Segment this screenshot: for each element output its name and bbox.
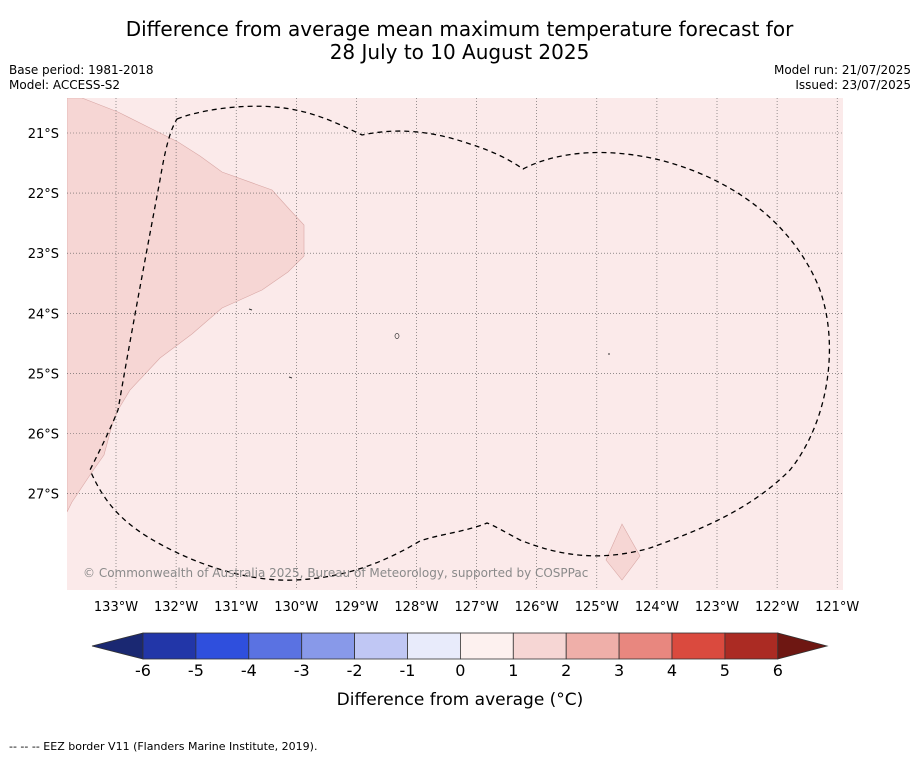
colorbar-segment [301,632,356,660]
colorbar-under-arrow [91,632,144,660]
colorbar-segment [407,632,461,660]
colorbar-segment [512,632,567,660]
longitude-label: 132°W [154,600,198,615]
colorbar-tick-label: -3 [294,661,310,680]
title-line-1: Difference from average mean maximum tem… [125,17,794,41]
longitude-label: 126°W [515,600,559,615]
copyright-notice: © Commonwealth of Australia 2025, Bureau… [83,566,588,580]
latitude-label: 27°S [28,488,59,503]
issued-date: Issued: 23/07/2025 [795,78,911,92]
colorbar [91,632,829,660]
eez-border [89,105,831,581]
island [248,308,253,311]
model-name: Model: ACCESS-S2 [9,78,121,92]
colorbar-segment [142,632,197,660]
title-line-2: 28 July to 10 August 2025 [329,40,590,64]
colorbar-tick-labels: -6 -5 -4 -3 -2 -1 0 1 2 3 4 5 6 [135,661,783,680]
longitude-label: 128°W [394,600,438,615]
latitude-label: 22°S [28,187,59,202]
longitude-label: 123°W [695,600,739,615]
map-content [67,98,843,590]
map-title: Difference from average mean maximum tem… [0,18,919,64]
colorbar-tick-label: 0 [455,661,465,680]
longitude-label: 131°W [214,600,258,615]
latitude-label: 21°S [28,127,59,142]
anomaly-patch-south [605,523,641,581]
base-period: Base period: 1981-2018 [9,63,154,77]
colorbar-tick-label: -6 [135,661,151,680]
colorbar-tick-label: -1 [400,661,416,680]
latitude-label: 25°S [28,367,59,382]
colorbar-segment [724,632,779,660]
colorbar-tick-label: 1 [508,661,518,680]
island [288,376,293,379]
colorbar-segment [565,632,620,660]
colorbar-segment [248,632,303,660]
colorbar-tick-label: 4 [667,661,677,680]
latitude-label: 24°S [28,307,59,322]
longitude-labels: 133°W 132°W 131°W 130°W 129°W 128°W 127°W 126°W… [94,600,860,615]
model-run: Model run: 21/07/2025 [773,63,911,77]
longitude-label: 125°W [575,600,619,615]
longitude-label: 130°W [274,600,318,615]
colorbar-tick-label: -5 [188,661,204,680]
colorbar-tick-label: -2 [347,661,363,680]
longitude-label: 127°W [455,600,499,615]
colorbar-segment [459,632,514,660]
colorbar-tick-label: 3 [614,661,624,680]
colorbar-segment [354,632,408,660]
graticule [67,98,843,590]
longitude-label: 129°W [334,600,378,615]
colorbar-segment [671,632,726,660]
latitude-label: 26°S [28,428,59,443]
latitude-label: 23°S [28,247,59,262]
base-period-info: Base period: 1981-2018 Model: ACCESS-S2 [9,63,154,93]
longitude-label: 124°W [635,600,679,615]
longitude-label: 121°W [815,600,859,615]
colorbar-segment [618,632,673,660]
colorbar-tick-label: 2 [561,661,571,680]
colorbar-tick-label: -4 [241,661,257,680]
anomaly-patch-west [67,98,305,513]
eez-border-legend: -- -- -- EEZ border V11 (Flanders Marine… [9,740,318,753]
model-run-info: Model run: 21/07/2025 Issued: 23/07/2025 [774,63,911,93]
colorbar-segment [195,632,250,660]
island [394,333,400,339]
longitude-label: 122°W [755,600,799,615]
latitude-labels: 21°S 22°S 23°S 24°S 25°S 26°S 27°S [28,127,59,503]
colorbar-over-arrow [777,632,829,660]
colorbar-tick-label: 6 [773,661,783,680]
colorbar-tick-label: 5 [720,661,730,680]
colorbar-label: Difference from average (°C) [337,690,584,710]
longitude-label: 133°W [94,600,138,615]
